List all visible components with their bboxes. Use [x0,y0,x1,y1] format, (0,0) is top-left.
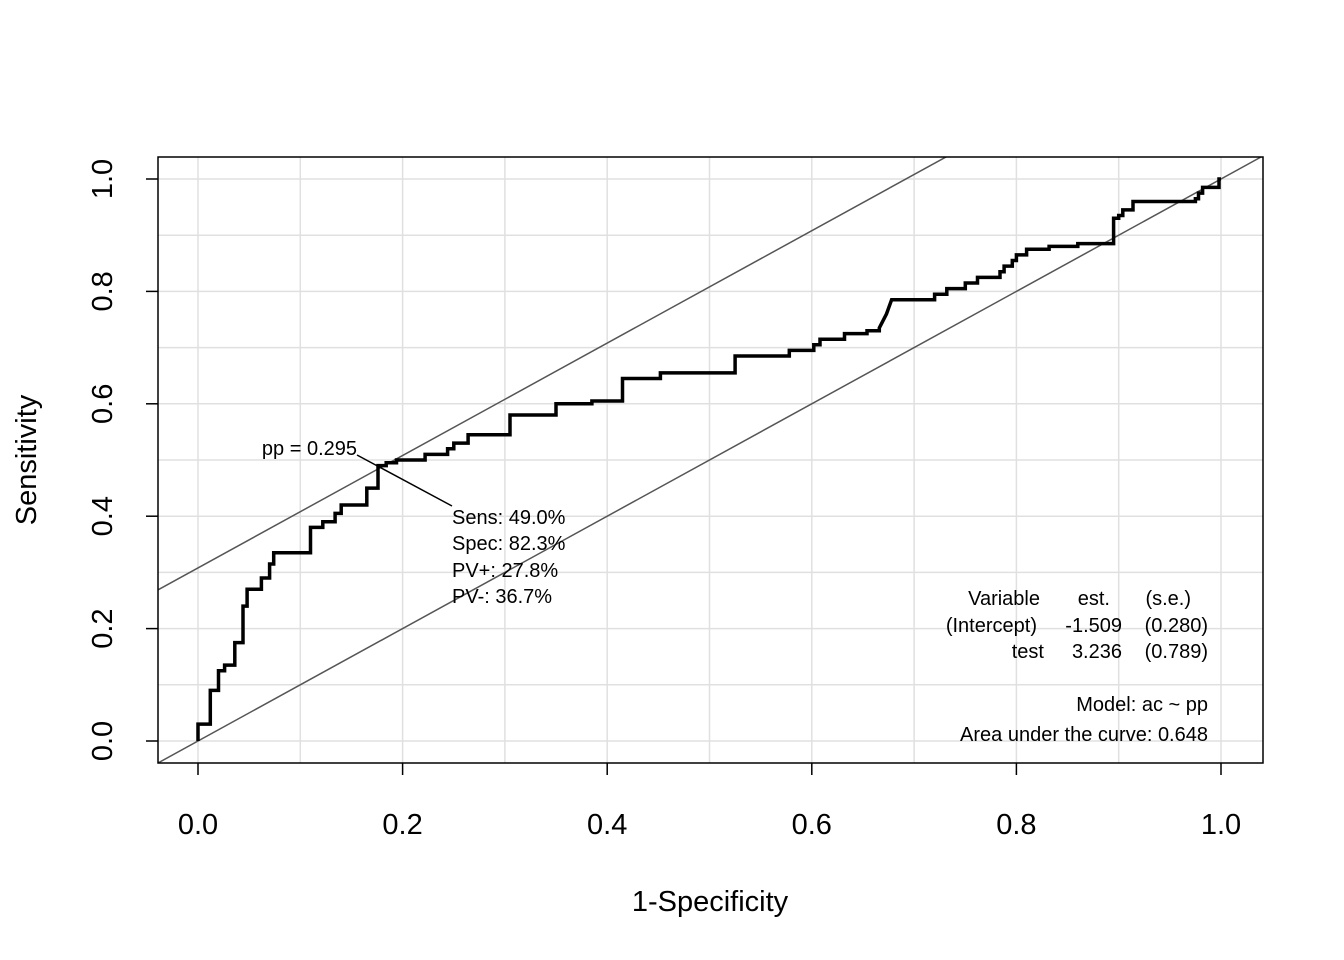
x-tick-label: 1.0 [1201,809,1241,841]
y-axis-title: Sensitivity [11,394,43,525]
x-tick-label: 0.0 [178,809,218,841]
table-header-est: est. [1078,588,1110,610]
x-tick-labels: 0.0 0.2 0.4 0.6 0.8 1.0 [178,809,1241,841]
x-tick-label: 0.4 [587,809,627,841]
cutoff-label: pp = 0.295 [262,438,357,460]
pv-minus-label: PV-: 36.7% [452,586,552,608]
x-axis-title: 1-Specificity [632,886,789,918]
sens-label: Sens: 49.0% [452,507,566,529]
model-table: Variable est. (s.e.) (Intercept) -1.509 … [946,588,1208,746]
y-tick-label: 1.0 [87,159,119,199]
auc-label: Area under the curve: 0.648 [960,724,1208,746]
axis-ticks [146,178,1222,775]
table-row-intercept-name: (Intercept) [946,615,1037,637]
cutoff-annotation: pp = 0.295 Sens: 49.0% Spec: 82.3% PV+: … [262,438,566,608]
pv-plus-label: PV+: 27.8% [452,560,558,582]
x-tick-label: 0.2 [382,809,422,841]
y-tick-label: 0.2 [87,608,119,648]
table-row-test-est: 3.236 [1072,641,1122,663]
reference-line [158,157,948,591]
table-row-intercept-est: -1.509 [1065,615,1122,637]
plot-frame [157,156,1264,764]
table-row-intercept-se: (0.280) [1145,615,1208,637]
grid-lines [158,157,1263,763]
leader-line [356,454,453,507]
roc-curve [196,177,1221,741]
reference-line [158,157,1263,763]
y-tick-label: 0.8 [87,271,119,311]
y-tick-labels: 0.0 0.2 0.4 0.6 0.8 1.0 [87,159,119,761]
table-row-test-name: test [1012,641,1045,663]
table-row-test-se: (0.789) [1145,641,1208,663]
table-header-se: (s.e.) [1145,588,1191,610]
model-formula: Model: ac ~ pp [1076,694,1208,716]
y-tick-label: 0.6 [87,384,119,424]
x-tick-label: 0.6 [792,809,832,841]
spec-label: Spec: 82.3% [452,533,566,555]
reference-lines [158,157,1263,763]
table-header-variable: Variable [968,588,1040,610]
x-tick-label: 0.8 [996,809,1036,841]
y-tick-label: 0.4 [87,496,119,536]
y-tick-label: 0.0 [87,721,119,761]
